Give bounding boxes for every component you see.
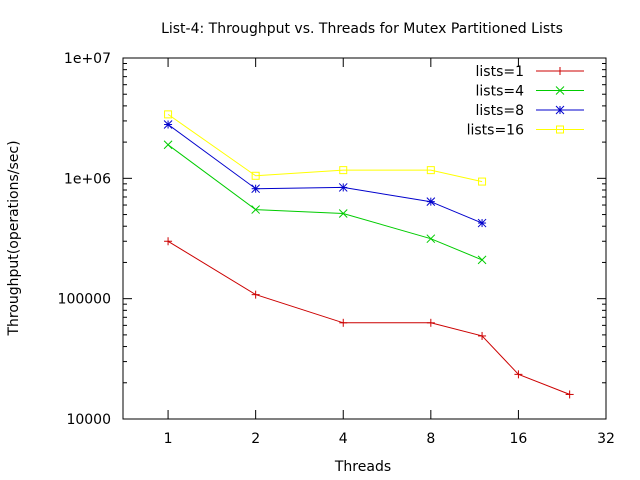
series-line [167,240,570,395]
data-point [164,237,173,246]
data-point [251,205,261,214]
series-lists=4 [163,140,487,265]
data-point [477,255,487,265]
data-point [163,120,173,129]
data-point [426,197,436,207]
data-point [338,183,348,192]
data-point [339,318,348,327]
data-point [338,209,348,218]
series-line [167,124,483,224]
series-line [167,144,483,261]
series-lists=8 [163,120,487,228]
data-point [426,166,435,175]
data-point [426,234,436,244]
x-tick-label: 1 [164,431,173,447]
x-tick-label: 16 [509,431,527,447]
x-tick-label: 32 [597,431,615,447]
legend-label: lists=8 [476,103,525,119]
data-point [555,86,565,95]
data-point [556,67,564,75]
series-lists=16 [164,110,487,186]
x-tick-label: 4 [339,431,348,447]
y-tick-label: 1e+06 [64,171,111,187]
plot-frame [122,57,607,420]
data-point [426,318,435,327]
y-tick-label: 1e+07 [64,51,111,67]
y-axis: 10000 100000 1e+06 1e+07 [58,51,606,428]
x-tick-label: 2 [251,431,260,447]
chart-title: List-4: Throughput vs. Threads for Mutex… [161,21,563,37]
data-point [478,177,487,186]
data-point [555,105,565,115]
data-point [514,370,523,379]
x-axis: 1 2 4 8 16 32 [164,58,615,447]
data-point [565,390,574,399]
data-point [477,218,487,228]
data-point [478,331,487,340]
x-axis-label: Threads [334,459,391,475]
legend-label: lists=16 [467,123,524,139]
x-tick-label: 8 [426,431,435,447]
data-point [251,171,260,180]
series-lists=1 [164,237,574,399]
data-point [251,184,261,194]
y-axis-label: Throughput(operations/sec) [6,140,22,336]
y-tick-label: 100000 [58,292,111,308]
series-line [167,113,483,183]
data-point [556,125,564,134]
legend-label: lists=1 [476,64,525,80]
legend: lists=1 lists=4 lists=8 lists=16 [467,64,584,139]
series-layer [163,110,574,399]
legend-label: lists=4 [476,84,525,100]
data-point [163,140,173,150]
data-point [164,110,173,119]
data-point [339,166,348,175]
y-tick-label: 10000 [66,412,111,428]
data-point [251,290,260,299]
